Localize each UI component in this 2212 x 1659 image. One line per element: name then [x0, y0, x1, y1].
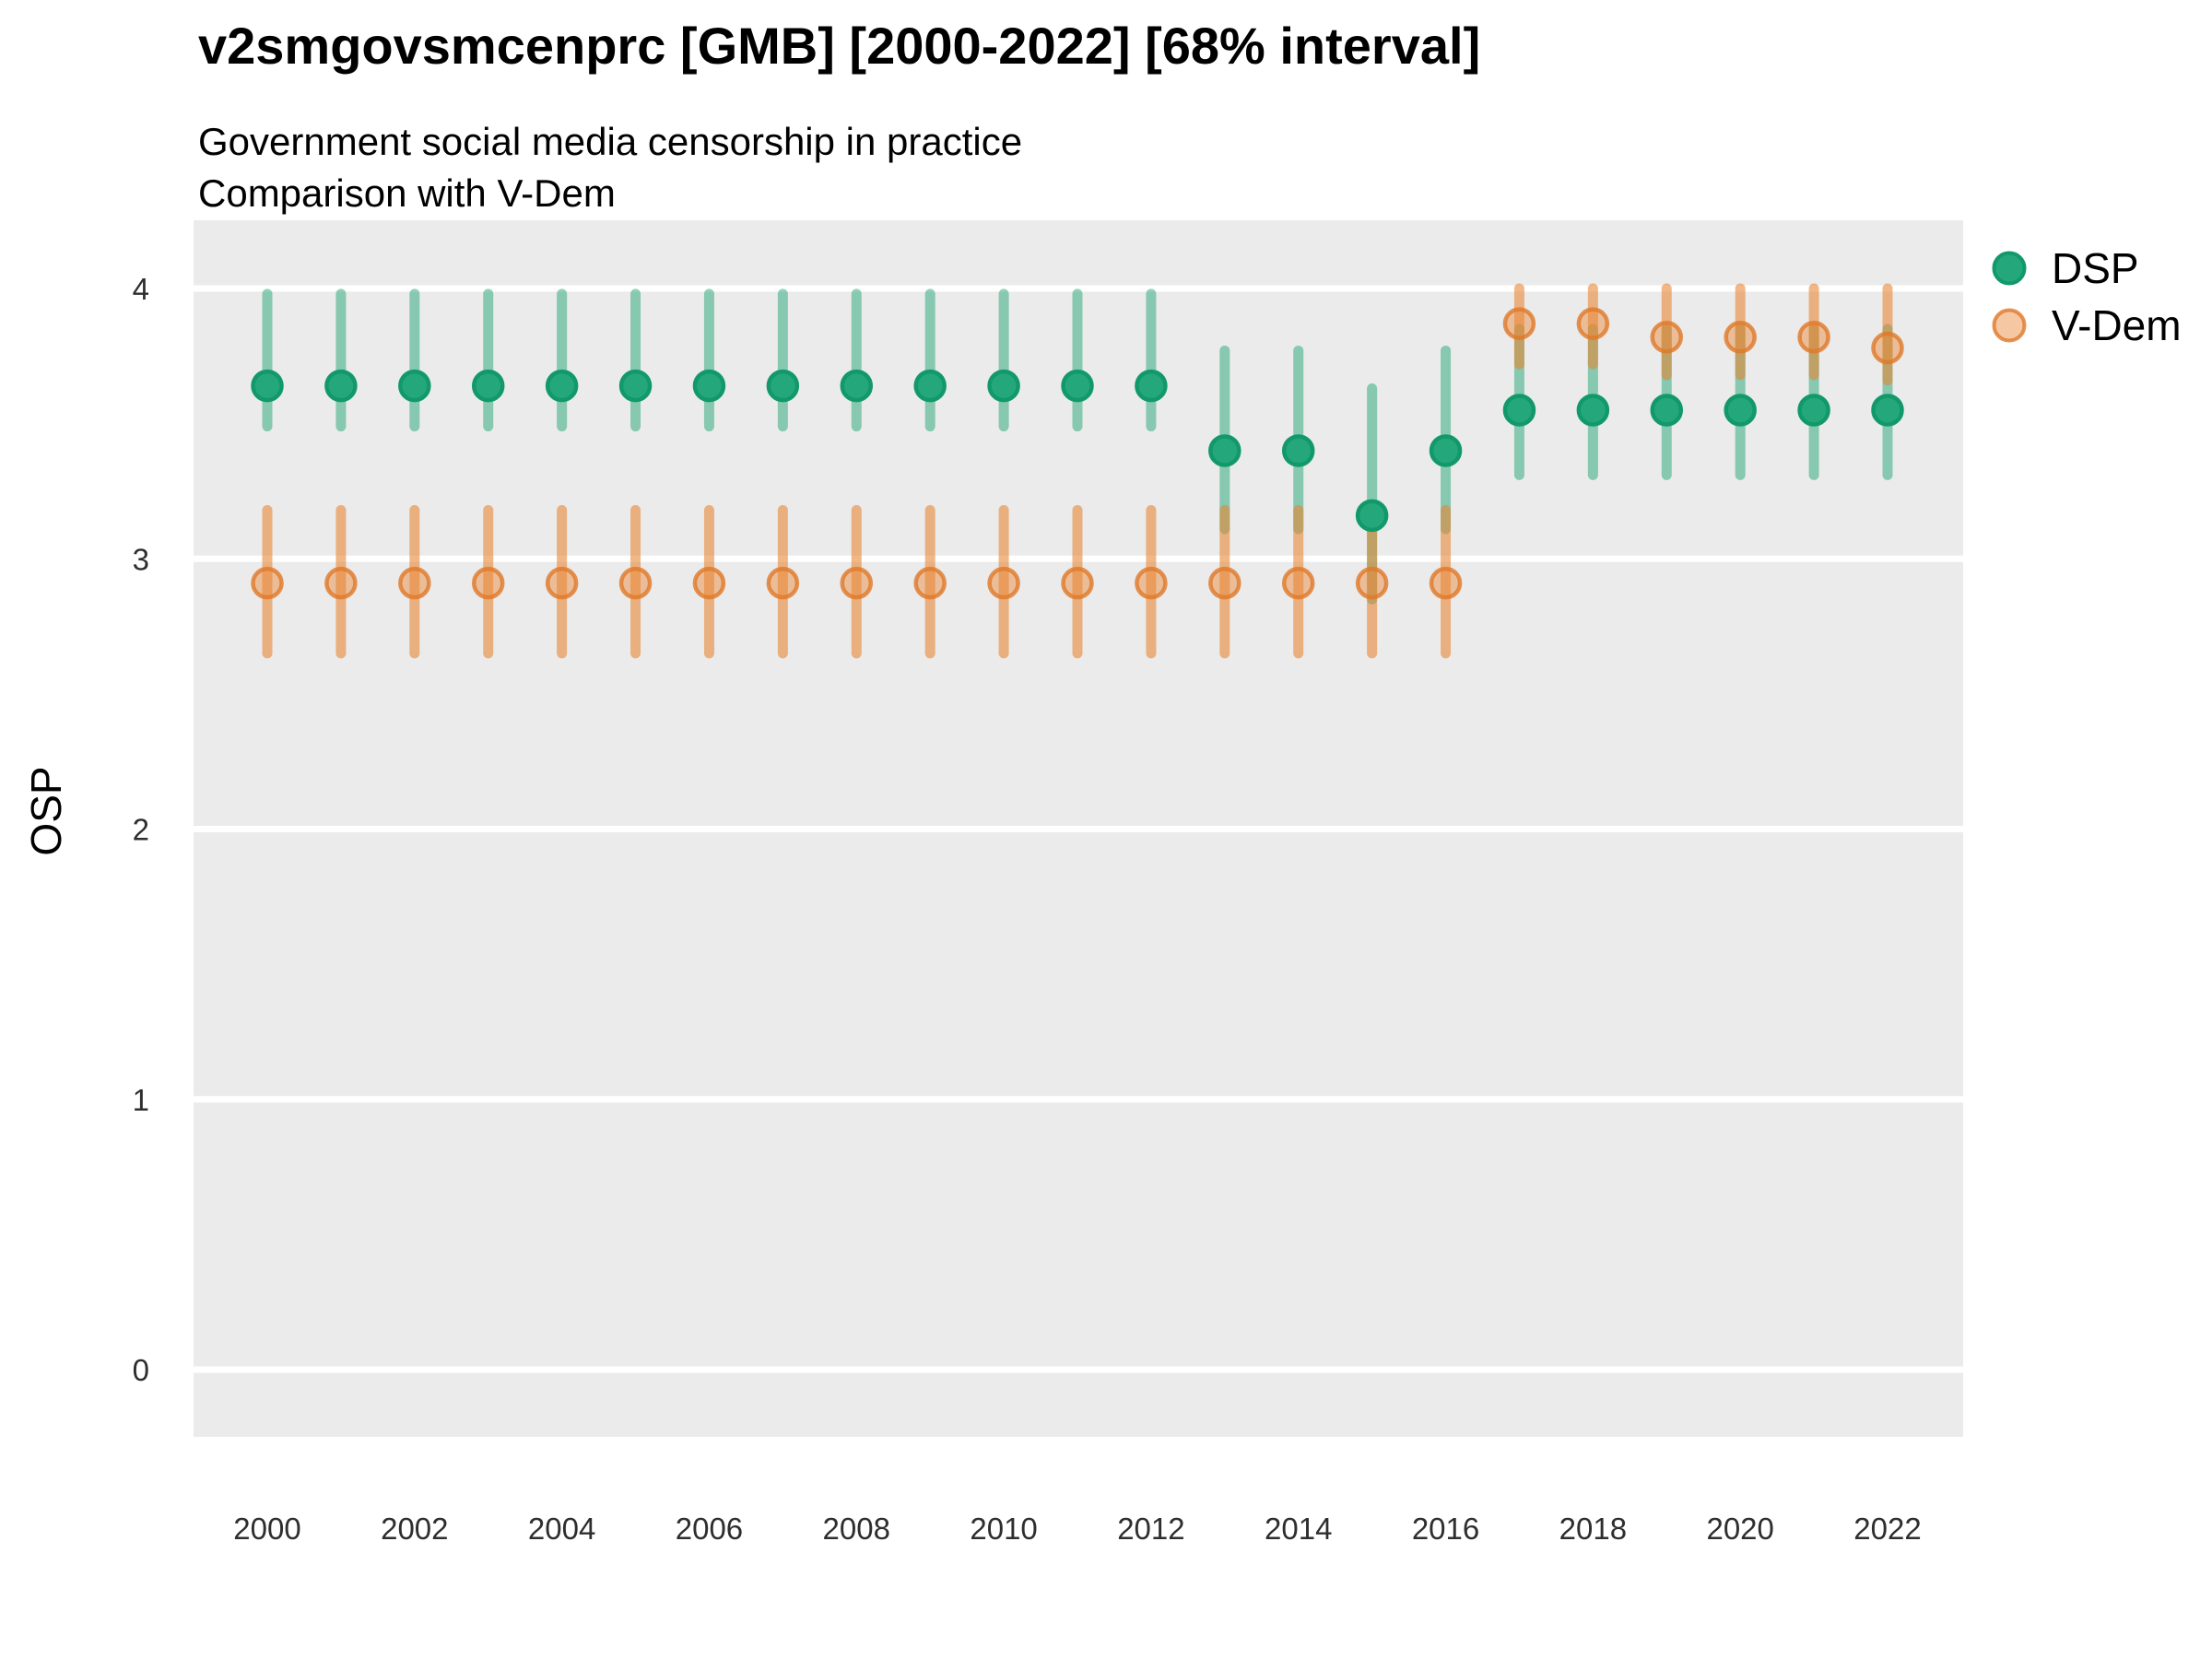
point-dsp-2021 [1797, 394, 1830, 427]
point-dsp-2012 [1135, 369, 1168, 403]
point-dsp-2005 [618, 369, 653, 403]
y-tick-label-4: 4 [133, 272, 149, 306]
point-vdem-2009 [913, 566, 947, 600]
point-vdem-2000 [251, 566, 284, 600]
legend: DSP V-Dem [1989, 247, 2182, 347]
point-dsp-2022 [1871, 394, 1904, 427]
vdem-legend-marker-icon [1992, 308, 2027, 343]
point-dsp-2011 [1061, 369, 1094, 403]
point-vdem-2021 [1797, 321, 1830, 354]
x-tick-label-2020: 2020 [1706, 1512, 1773, 1546]
point-dsp-2019 [1650, 394, 1684, 427]
point-vdem-2007 [766, 566, 800, 600]
x-tick-label-2006: 2006 [676, 1512, 743, 1546]
point-dsp-2003 [471, 369, 505, 403]
point-vdem-2003 [471, 566, 505, 600]
point-vdem-2012 [1135, 566, 1168, 600]
point-dsp-2001 [324, 369, 358, 403]
point-dsp-2000 [251, 369, 284, 403]
point-vdem-2022 [1871, 331, 1904, 365]
legend-item-dsp: DSP [1989, 247, 2182, 289]
point-dsp-2008 [840, 369, 874, 403]
point-vdem-2015 [1355, 566, 1389, 600]
x-tick-label-2016: 2016 [1412, 1512, 1479, 1546]
point-dsp-2017 [1502, 394, 1536, 427]
point-vdem-2005 [618, 566, 653, 600]
x-tick-label-2008: 2008 [823, 1512, 890, 1546]
point-dots-layer [251, 307, 1904, 600]
point-dsp-2016 [1429, 434, 1463, 467]
point-vdem-2008 [840, 566, 874, 600]
point-vdem-2010 [987, 566, 1020, 600]
point-dsp-2014 [1281, 434, 1315, 467]
point-vdem-2014 [1281, 566, 1315, 600]
y-tick-label-2: 2 [133, 813, 149, 847]
point-vdem-2017 [1502, 307, 1536, 340]
point-vdem-2004 [545, 566, 579, 600]
point-dsp-2013 [1208, 434, 1241, 467]
point-vdem-2011 [1061, 566, 1094, 600]
y-tick-label-1: 1 [133, 1083, 149, 1117]
point-vdem-2013 [1208, 566, 1241, 600]
point-dsp-2009 [913, 369, 947, 403]
x-tick-label-2018: 2018 [1559, 1512, 1627, 1546]
point-vdem-2020 [1724, 321, 1757, 354]
point-dsp-2006 [692, 369, 726, 403]
x-tick-label-2004: 2004 [528, 1512, 595, 1546]
point-vdem-2018 [1576, 307, 1610, 340]
point-dsp-2010 [987, 369, 1020, 403]
point-vdem-2002 [398, 566, 431, 600]
point-dsp-2018 [1576, 394, 1610, 427]
point-dsp-2007 [766, 369, 800, 403]
x-tick-label-2022: 2022 [1853, 1512, 1921, 1546]
legend-item-vdem: V-Dem [1989, 304, 2182, 347]
y-tick-label-3: 3 [133, 542, 149, 576]
legend-label-dsp: DSP [2052, 244, 2139, 292]
chart-title: v2smgovsmcenprc [GMB] [2000-2022] [68% i… [198, 17, 1481, 75]
x-tick-label-2000: 2000 [233, 1512, 300, 1546]
point-dsp-2015 [1355, 499, 1389, 533]
point-vdem-2001 [324, 566, 358, 600]
x-tick-label-2010: 2010 [970, 1512, 1037, 1546]
chart-subtitle-line2: Comparison with V-Dem [198, 171, 616, 215]
point-dsp-2004 [545, 369, 579, 403]
legend-label-vdem: V-Dem [2052, 301, 2182, 349]
point-dsp-2002 [398, 369, 431, 403]
chart-subtitle-line1: Government social media censorship in pr… [198, 120, 1023, 163]
x-tick-label-2002: 2002 [381, 1512, 448, 1546]
x-tick-label-2014: 2014 [1265, 1512, 1332, 1546]
point-vdem-2006 [692, 566, 726, 600]
x-tick-label-2012: 2012 [1117, 1512, 1184, 1546]
point-vdem-2016 [1429, 566, 1463, 600]
point-dsp-2020 [1724, 394, 1757, 427]
point-vdem-2019 [1650, 321, 1684, 354]
y-tick-label-0: 0 [133, 1353, 149, 1387]
dsp-legend-marker-icon [1992, 251, 2027, 286]
